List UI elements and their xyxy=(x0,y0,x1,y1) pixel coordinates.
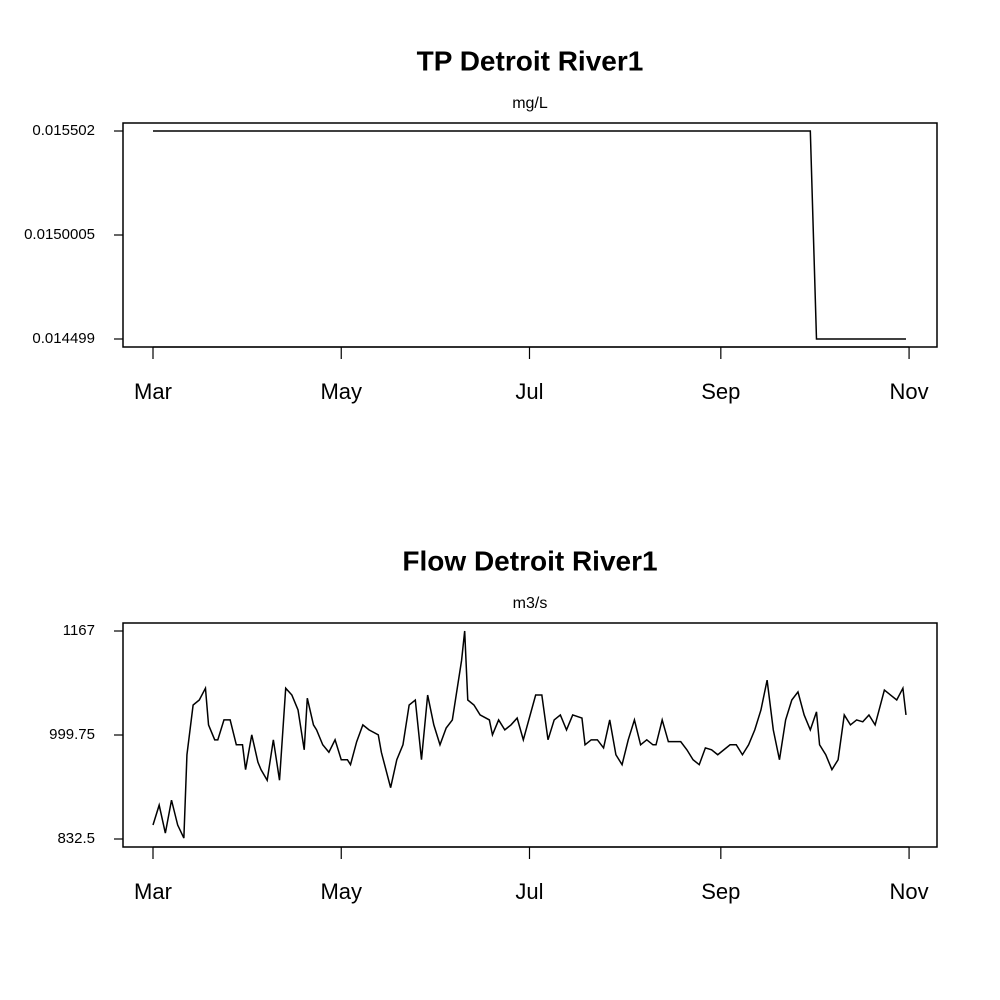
x-tick-label: Sep xyxy=(701,379,740,404)
chart-subtitle: mg/L xyxy=(512,95,548,112)
x-tick-label: Nov xyxy=(890,879,929,904)
x-tick-label: Jul xyxy=(515,379,543,404)
y-tick-label: 0.014499 xyxy=(32,330,95,347)
chart-title: TP Detroit River1 xyxy=(417,45,644,76)
y-tick-label: 999.75 xyxy=(49,726,95,743)
y-tick-label: 832.5 xyxy=(57,830,95,847)
x-tick-label: Mar xyxy=(134,879,172,904)
x-tick-label: May xyxy=(320,879,362,904)
x-tick-label: Sep xyxy=(701,879,740,904)
plot-frame xyxy=(122,622,938,848)
x-tick-label: Jul xyxy=(515,879,543,904)
x-tick-label: May xyxy=(320,379,362,404)
data-line xyxy=(153,130,906,340)
plot-frame xyxy=(122,122,938,348)
y-tick-label: 1167 xyxy=(63,622,95,639)
chart-title: Flow Detroit River1 xyxy=(402,545,657,576)
x-tick-label: Nov xyxy=(890,379,929,404)
x-tick-label: Mar xyxy=(134,379,172,404)
y-tick-label: 0.0150005 xyxy=(24,226,95,243)
y-tick-label: 0.015502 xyxy=(32,122,95,139)
data-line xyxy=(152,630,907,839)
chart-subtitle: m3/s xyxy=(513,595,548,612)
